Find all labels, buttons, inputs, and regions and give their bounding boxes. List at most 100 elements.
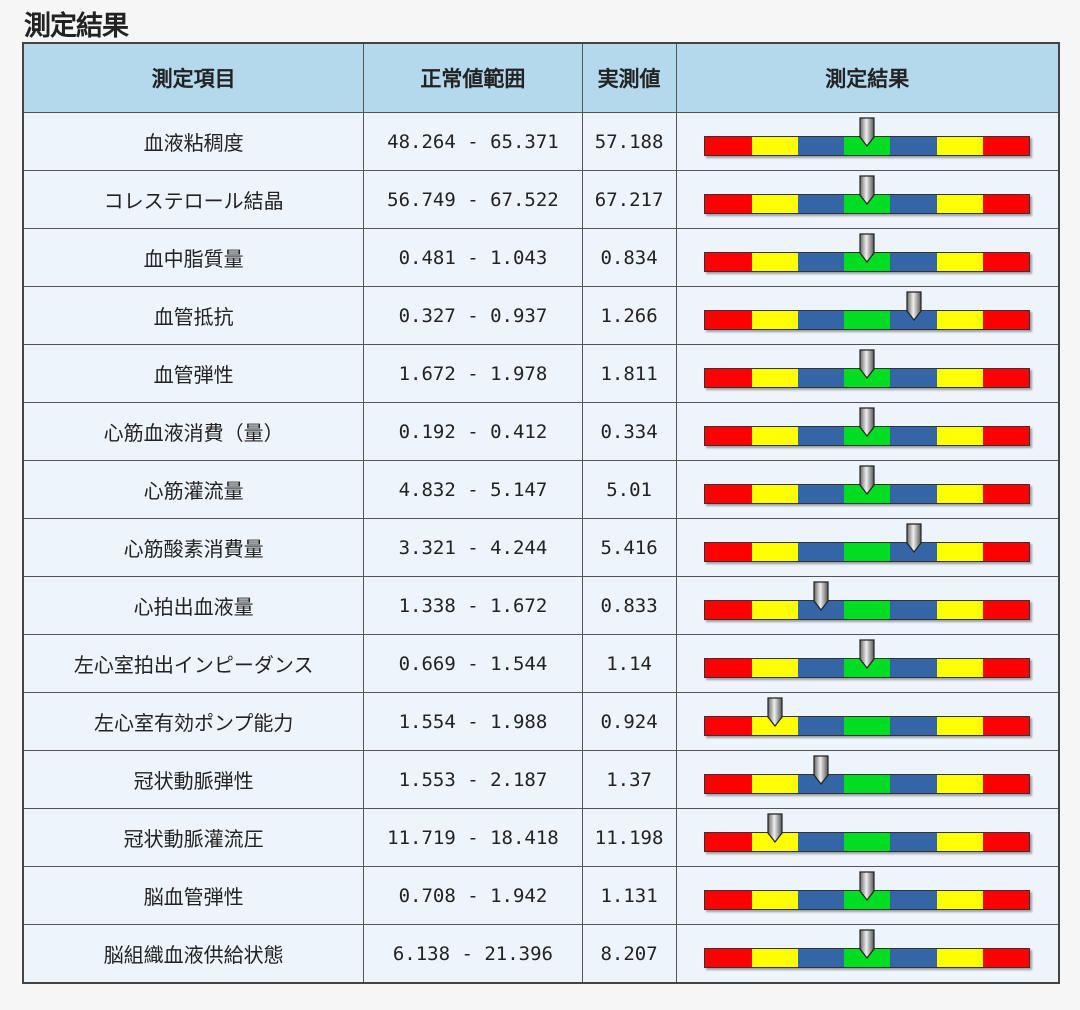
item-name: 血管弾性	[22, 344, 365, 403]
scale-segment	[982, 194, 1030, 213]
gauge-marker-icon	[859, 116, 875, 147]
scale-segment	[705, 948, 752, 967]
scale-segment	[844, 716, 891, 735]
scale-segment	[751, 948, 798, 967]
scale-segment	[797, 252, 845, 271]
measured-value: 0.833	[581, 576, 677, 635]
scale-segment	[890, 368, 937, 387]
table-row: 血液粘稠度 48.264 - 65.371 57.188	[22, 112, 1060, 171]
result-gauge	[704, 754, 1031, 794]
scale-segment	[982, 484, 1030, 503]
result-gauge	[704, 290, 1031, 330]
scale-segment	[705, 658, 752, 677]
table-header-row: 測定項目 正常値範囲 実測値 測定結果	[22, 42, 1060, 113]
measured-value: 5.416	[581, 518, 677, 577]
scale-segment	[705, 542, 752, 561]
item-name: 脳血管弾性	[22, 866, 365, 925]
item-name: 血中脂質量	[22, 228, 365, 287]
gauge-marker-icon	[859, 464, 875, 495]
table-row: 左心室有効ポンプ能力 1.554 - 1.988 0.924	[22, 692, 1060, 751]
item-name: 冠状動脈灌流圧	[22, 808, 365, 867]
scale-segment	[705, 194, 752, 213]
measured-value: 0.334	[581, 402, 677, 461]
table-row: 心筋酸素消費量 3.321 - 4.244 5.416	[22, 518, 1060, 577]
scale-segment	[890, 658, 937, 677]
table-row: コレステロール結晶 56.749 - 67.522 67.217	[22, 170, 1060, 229]
scale-segment	[982, 426, 1030, 445]
scale-segment	[751, 484, 798, 503]
measured-value: 0.924	[581, 692, 677, 751]
scale-segment	[797, 310, 845, 329]
scale-segment	[844, 832, 891, 851]
result-gauge-cell	[675, 518, 1060, 577]
header-result: 測定結果	[675, 42, 1060, 113]
result-gauge-cell	[675, 286, 1060, 345]
normal-range: 0.327 - 0.937	[363, 286, 583, 345]
table-row: 脳血管弾性 0.708 - 1.942 1.131	[22, 866, 1060, 925]
scale-segment	[890, 774, 937, 793]
scale-segment	[936, 890, 983, 909]
result-gauge-cell	[675, 576, 1060, 635]
scale-segment	[751, 658, 798, 677]
table-row: 左心室拍出インピーダンス 0.669 - 1.544 1.14	[22, 634, 1060, 693]
scale-segment	[936, 832, 983, 851]
measured-value: 57.188	[581, 112, 677, 171]
result-gauge-cell	[675, 228, 1060, 287]
scale-segment	[936, 194, 983, 213]
result-gauge-cell	[675, 924, 1060, 984]
results-table: 測定項目 正常値範囲 実測値 測定結果 血液粘稠度 48.264 - 65.37…	[22, 42, 1060, 984]
scale-segment	[982, 252, 1030, 271]
scale-segment	[936, 600, 983, 619]
item-name: 心筋酸素消費量	[22, 518, 365, 577]
scale-segment	[890, 136, 937, 155]
scale-segment	[890, 600, 937, 619]
gauge-marker-icon	[767, 696, 783, 727]
scale-segment	[936, 252, 983, 271]
scale-segment	[705, 484, 752, 503]
normal-range: 1.672 - 1.978	[363, 344, 583, 403]
gauge-marker-icon	[767, 812, 783, 843]
normal-range: 6.138 - 21.396	[363, 924, 583, 984]
scale-segment	[982, 774, 1030, 793]
scale-segment	[705, 252, 752, 271]
header-range: 正常値範囲	[363, 42, 583, 113]
measured-value: 0.834	[581, 228, 677, 287]
normal-range: 4.832 - 5.147	[363, 460, 583, 519]
scale-segment	[705, 774, 752, 793]
scale-segment	[797, 948, 845, 967]
scale-segment	[797, 658, 845, 677]
scale-segment	[751, 890, 798, 909]
header-item: 測定項目	[22, 42, 365, 113]
result-gauge	[704, 522, 1031, 562]
table-row: 心拍出血液量 1.338 - 1.672 0.833	[22, 576, 1060, 635]
scale-segment	[890, 832, 937, 851]
scale-segment	[751, 774, 798, 793]
result-gauge	[704, 232, 1031, 272]
scale-segment	[751, 600, 798, 619]
scale-segment	[890, 890, 937, 909]
scale-segment	[705, 136, 752, 155]
normal-range: 3.321 - 4.244	[363, 518, 583, 577]
scale-segment	[982, 542, 1030, 561]
gauge-marker-icon	[813, 580, 829, 611]
result-gauge	[704, 928, 1031, 968]
normal-range: 56.749 - 67.522	[363, 170, 583, 229]
scale-segment	[982, 368, 1030, 387]
gauge-marker-icon	[859, 232, 875, 263]
scale-segment	[936, 310, 983, 329]
measured-value: 11.198	[581, 808, 677, 867]
scale-segment	[890, 948, 937, 967]
scale-segment	[751, 194, 798, 213]
scale-segment	[890, 194, 937, 213]
scale-segment	[982, 136, 1030, 155]
measured-value: 1.14	[581, 634, 677, 693]
result-gauge	[704, 812, 1031, 852]
scale-segment	[797, 426, 845, 445]
normal-range: 1.553 - 2.187	[363, 750, 583, 809]
result-gauge	[704, 696, 1031, 736]
page-title: 測定結果	[24, 11, 129, 42]
item-name: 血管抵抗	[22, 286, 365, 345]
scale-segment	[797, 890, 845, 909]
gauge-marker-icon	[859, 928, 875, 959]
scale-segment	[936, 484, 983, 503]
